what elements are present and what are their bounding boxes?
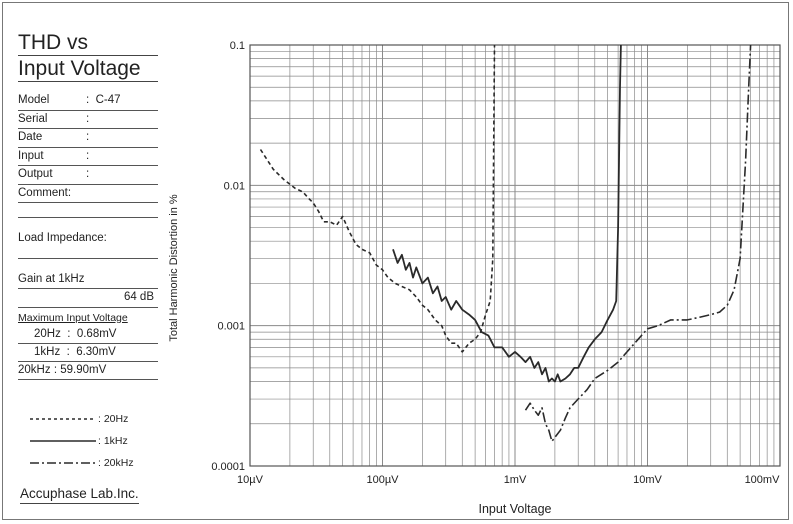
series-line-20khz <box>524 44 752 443</box>
legend: : 20Hz : 1kHz : 20kHz <box>28 408 168 474</box>
x-tick-label: 100mV <box>745 474 781 486</box>
legend-label-20khz: : 20kHz <box>98 457 134 469</box>
comment-blank-line <box>18 203 158 218</box>
chart-title-line-2: Input Voltage <box>18 56 158 82</box>
x-tick-label: 1mV <box>504 474 527 486</box>
field-date: Date: <box>18 129 158 148</box>
dashed-line-swatch <box>30 418 96 420</box>
legend-label-20hz: : 20Hz <box>98 413 129 425</box>
max-input-20khz: 20kHz : 59.90mV <box>18 362 158 380</box>
x-tick-label: 10mV <box>633 474 662 486</box>
plot-area-border <box>249 44 781 467</box>
legend-item-20khz: : 20kHz <box>28 452 168 474</box>
max-input-label: Maximum Input Voltage <box>18 311 128 324</box>
load-impedance-blank-line <box>18 248 158 259</box>
series <box>259 44 752 443</box>
brand-label: Accuphase Lab.Inc. <box>20 486 139 504</box>
y-axis-label: Total Harmonic Distortion in % <box>168 194 180 342</box>
load-impedance-label: Load Impedance: <box>18 232 107 244</box>
y-tick-label: 0.0001 <box>211 461 245 473</box>
legend-item-20hz: : 20Hz <box>28 408 168 430</box>
info-panel: THD vs Input Voltage Model: C-47 Serial:… <box>18 30 158 380</box>
max-input-20hz: 20Hz : 0.68mV <box>18 326 158 344</box>
solid-line-swatch <box>30 440 96 442</box>
y-tick-label: 0.1 <box>230 40 245 52</box>
dashdot-line-swatch <box>30 462 96 464</box>
x-axis-label: Input Voltage <box>479 502 552 516</box>
field-input: Input: <box>18 148 158 166</box>
grid <box>249 44 781 467</box>
max-input-1khz: 1kHz : 6.30mV <box>18 344 158 362</box>
y-tick-label: 0.01 <box>224 180 245 192</box>
series-line-1khz <box>392 44 622 383</box>
gain-value: 64 dB <box>18 289 158 308</box>
x-tick-label: 100µV <box>366 474 399 486</box>
legend-label-1khz: : 1kHz <box>98 435 128 447</box>
field-model: Model: C-47 <box>18 92 158 111</box>
gain-label: Gain at 1kHz <box>18 271 158 289</box>
x-tick-label: 10µV <box>237 474 264 486</box>
series-line-20hz <box>259 44 496 353</box>
field-comment: Comment: <box>18 185 158 203</box>
y-tick-label: 0.001 <box>217 321 245 333</box>
chart-title-line-1: THD vs <box>18 30 158 56</box>
field-output: Output: <box>18 166 158 185</box>
field-serial: Serial: <box>18 111 158 129</box>
legend-item-1khz: : 1kHz <box>28 430 168 452</box>
tick-labels: 10µV 100µV 1mV 10mV 100mV 0.1 0.01 0.001 0.0001 <box>211 40 780 486</box>
